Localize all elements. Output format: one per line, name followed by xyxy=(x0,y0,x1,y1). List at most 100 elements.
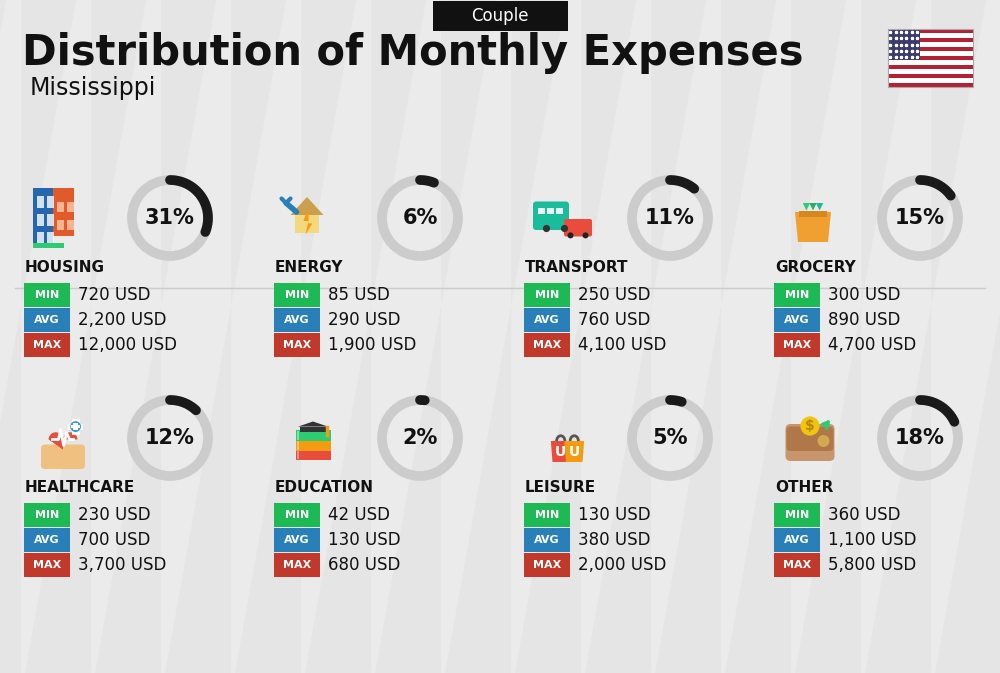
Text: U: U xyxy=(569,444,580,458)
Bar xyxy=(556,207,563,213)
Polygon shape xyxy=(809,203,817,211)
Text: MAX: MAX xyxy=(33,340,61,350)
Text: 15%: 15% xyxy=(895,208,945,228)
FancyBboxPatch shape xyxy=(524,553,570,577)
Text: HOUSING: HOUSING xyxy=(25,260,105,275)
FancyBboxPatch shape xyxy=(432,1,568,31)
Text: 3,700 USD: 3,700 USD xyxy=(78,556,166,574)
Bar xyxy=(72,419,80,435)
FancyBboxPatch shape xyxy=(774,283,820,307)
Text: 290 USD: 290 USD xyxy=(328,311,400,329)
Polygon shape xyxy=(564,441,584,462)
FancyBboxPatch shape xyxy=(24,333,70,357)
Bar xyxy=(296,441,299,450)
Text: MIN: MIN xyxy=(35,290,59,300)
FancyBboxPatch shape xyxy=(274,553,320,577)
Polygon shape xyxy=(298,421,328,427)
Text: 760 USD: 760 USD xyxy=(578,311,650,329)
Polygon shape xyxy=(795,212,831,242)
Polygon shape xyxy=(303,207,312,234)
Text: HEALTHCARE: HEALTHCARE xyxy=(25,481,135,495)
FancyBboxPatch shape xyxy=(274,308,320,332)
Text: 5,800 USD: 5,800 USD xyxy=(828,556,916,574)
Bar xyxy=(47,214,54,226)
FancyBboxPatch shape xyxy=(524,503,570,527)
FancyBboxPatch shape xyxy=(786,427,834,451)
Text: 6%: 6% xyxy=(402,208,438,228)
Text: AVG: AVG xyxy=(34,315,60,325)
Text: OTHER: OTHER xyxy=(775,481,833,495)
Bar xyxy=(888,60,972,65)
Polygon shape xyxy=(803,203,810,211)
Text: MAX: MAX xyxy=(783,560,811,570)
Circle shape xyxy=(70,421,81,432)
Bar xyxy=(538,207,545,213)
FancyBboxPatch shape xyxy=(524,308,570,332)
Text: 360 USD: 360 USD xyxy=(828,506,900,524)
FancyBboxPatch shape xyxy=(774,503,820,527)
Text: ENERGY: ENERGY xyxy=(275,260,344,275)
FancyBboxPatch shape xyxy=(296,430,330,441)
Text: 5%: 5% xyxy=(652,428,688,448)
Text: AVG: AVG xyxy=(534,535,560,545)
FancyBboxPatch shape xyxy=(774,528,820,552)
Text: MAX: MAX xyxy=(533,340,561,350)
Text: MIN: MIN xyxy=(785,290,809,300)
Polygon shape xyxy=(816,203,823,211)
Bar xyxy=(888,29,920,60)
Text: GROCERY: GROCERY xyxy=(775,260,856,275)
Bar xyxy=(296,450,299,459)
Bar xyxy=(295,215,319,233)
Bar xyxy=(37,232,44,244)
Bar xyxy=(888,69,972,73)
Bar xyxy=(888,83,972,87)
Circle shape xyxy=(543,225,550,232)
Bar xyxy=(888,29,972,34)
Text: TRANSPORT: TRANSPORT xyxy=(525,260,629,275)
FancyBboxPatch shape xyxy=(296,439,330,450)
Circle shape xyxy=(582,232,588,238)
Circle shape xyxy=(818,435,830,447)
Text: MAX: MAX xyxy=(783,340,811,350)
Text: AVG: AVG xyxy=(784,315,810,325)
Text: AVG: AVG xyxy=(784,535,810,545)
FancyBboxPatch shape xyxy=(274,283,320,307)
Bar xyxy=(47,196,54,208)
Bar xyxy=(67,220,74,230)
Text: 1,100 USD: 1,100 USD xyxy=(828,531,916,549)
Text: MAX: MAX xyxy=(283,340,311,350)
FancyBboxPatch shape xyxy=(24,283,70,307)
FancyBboxPatch shape xyxy=(274,333,320,357)
Text: 1,900 USD: 1,900 USD xyxy=(328,336,416,354)
Bar xyxy=(888,34,972,38)
Text: MAX: MAX xyxy=(33,560,61,570)
Text: MIN: MIN xyxy=(785,510,809,520)
FancyBboxPatch shape xyxy=(774,308,820,332)
Text: AVG: AVG xyxy=(284,535,310,545)
Bar xyxy=(33,243,64,248)
Bar xyxy=(37,214,44,226)
Text: 680 USD: 680 USD xyxy=(328,556,400,574)
Bar xyxy=(888,47,972,51)
Text: 720 USD: 720 USD xyxy=(78,286,150,304)
Text: MIN: MIN xyxy=(535,510,559,520)
Text: MAX: MAX xyxy=(283,560,311,570)
Text: 130 USD: 130 USD xyxy=(578,506,651,524)
Bar xyxy=(888,65,972,69)
FancyBboxPatch shape xyxy=(24,553,70,577)
FancyBboxPatch shape xyxy=(524,528,570,552)
Bar xyxy=(888,42,972,47)
Text: MIN: MIN xyxy=(285,510,309,520)
Text: 12,000 USD: 12,000 USD xyxy=(78,336,177,354)
Text: 4,100 USD: 4,100 USD xyxy=(578,336,666,354)
Bar xyxy=(888,51,972,56)
Text: Couple: Couple xyxy=(471,7,529,25)
Text: 11%: 11% xyxy=(645,208,695,228)
Text: AVG: AVG xyxy=(534,315,560,325)
Bar xyxy=(888,56,972,60)
FancyBboxPatch shape xyxy=(533,201,569,230)
Text: $: $ xyxy=(805,419,815,433)
Text: 42 USD: 42 USD xyxy=(328,506,390,524)
FancyBboxPatch shape xyxy=(774,333,820,357)
FancyBboxPatch shape xyxy=(786,424,834,461)
